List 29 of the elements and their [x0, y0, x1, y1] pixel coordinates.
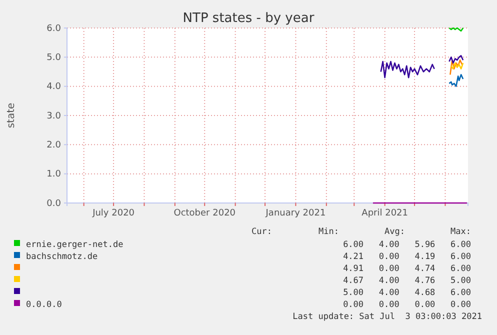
- line-series: [450, 59, 463, 76]
- x-tick-label: January 2021: [264, 208, 326, 218]
- legend-label: 0.0.0.0: [26, 300, 62, 310]
- y-tick-label: 2.0: [46, 140, 62, 151]
- text: Cur:: [252, 227, 272, 237]
- text: Max:: [450, 227, 471, 237]
- y-tick-label: 6.0: [46, 24, 62, 34]
- text: Min:: [318, 227, 339, 237]
- chart-title: NTP states - by year: [182, 11, 315, 26]
- x-tick-label: April 2021: [362, 208, 408, 218]
- legend-label: ernie.gerger-net.de: [26, 240, 124, 250]
- text: 4.21 0.00 4.19 6.00: [343, 252, 471, 262]
- y-tick-label: 1.0: [46, 170, 62, 180]
- y-tick-label: 0.0: [46, 198, 62, 209]
- y-tick-label: 3.0: [46, 111, 62, 122]
- text: Avg:: [384, 227, 405, 237]
- y-axis-title: state: [6, 102, 17, 128]
- text: 6.00 4.00 5.96 6.00: [343, 240, 471, 250]
- x-tick-label: October 2020: [174, 208, 236, 218]
- text: 4.67 4.00 4.76 5.00: [343, 276, 471, 286]
- text: 4.91 0.00 4.74 6.00: [343, 264, 471, 274]
- y-tick-label: 4.0: [46, 82, 62, 92]
- line-series: [448, 74, 464, 87]
- x-tick-label: July 2020: [92, 208, 135, 218]
- text: Last update: Sat Jul 3 03:00:03 2021: [292, 312, 482, 322]
- text: 0.00 0.00 0.00 0.00: [343, 300, 471, 310]
- legend-label: bachschmotz.de: [26, 252, 98, 262]
- y-tick-label: 5.0: [46, 53, 62, 64]
- text: 5.00 4.00 4.68 6.00: [343, 288, 471, 298]
